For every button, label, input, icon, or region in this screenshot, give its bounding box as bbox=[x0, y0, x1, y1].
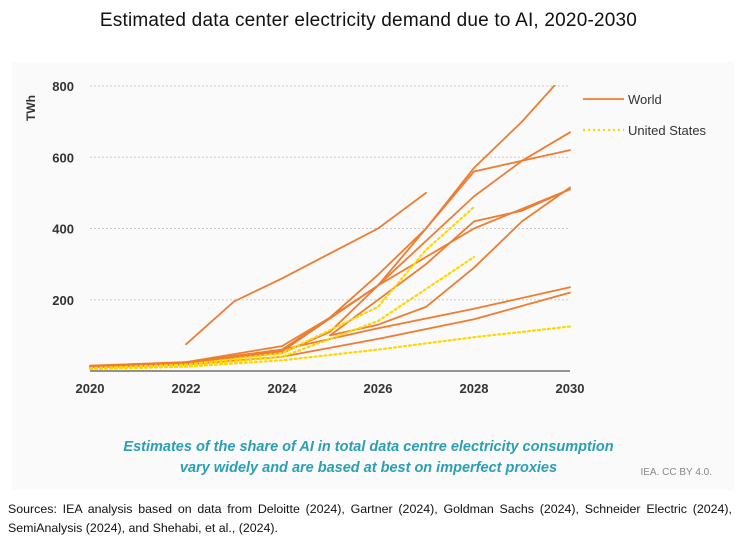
x-tick-label-2022: 2022 bbox=[172, 381, 201, 396]
legend-label-world: World bbox=[628, 92, 662, 107]
y-tick-label-800: 800 bbox=[52, 79, 74, 94]
chart-title: Estimated data center electricity demand… bbox=[99, 10, 638, 31]
x-tick-label-2024: 2024 bbox=[268, 381, 298, 396]
series-world-line-7 bbox=[329, 188, 571, 337]
series-world-line-8 bbox=[89, 286, 571, 368]
x-tick-label-2026: 2026 bbox=[364, 381, 393, 396]
note-line-1: Estimates of the share of AI in total da… bbox=[123, 439, 614, 455]
x-tick-label-2028: 2028 bbox=[460, 381, 489, 396]
footnote-callout: Estimates of the share of AI in total da… bbox=[0, 437, 737, 479]
y-tick-label-600: 600 bbox=[52, 150, 74, 165]
series-world-line-1 bbox=[185, 191, 427, 346]
sources-text: Sources: IEA analysis based on data from… bbox=[8, 502, 732, 535]
series-world-line-6 bbox=[329, 186, 571, 337]
series-world-line-5 bbox=[89, 188, 571, 369]
series-us-line-11 bbox=[88, 255, 476, 370]
chart-panel: 200 400 600 800 2020 2022 2024 2026 2028 2030 TWh … bbox=[12, 62, 734, 490]
x-tick-label-2020: 2020 bbox=[76, 381, 105, 396]
series-world-line-4 bbox=[89, 149, 571, 369]
series-us-line-12 bbox=[88, 325, 572, 371]
y-axis-unit: TWh bbox=[24, 95, 38, 121]
y-tick-label-200: 200 bbox=[52, 293, 74, 308]
x-tick-label-2030: 2030 bbox=[556, 381, 585, 396]
legend-label-united-states: United States bbox=[628, 123, 707, 138]
note-line-2: vary widely and are based at best on imp… bbox=[179, 460, 558, 476]
y-tick-label-400: 400 bbox=[52, 222, 74, 237]
series-us-line-10 bbox=[88, 206, 476, 370]
credit-text: IEA. CC BY 4.0. bbox=[640, 467, 712, 478]
